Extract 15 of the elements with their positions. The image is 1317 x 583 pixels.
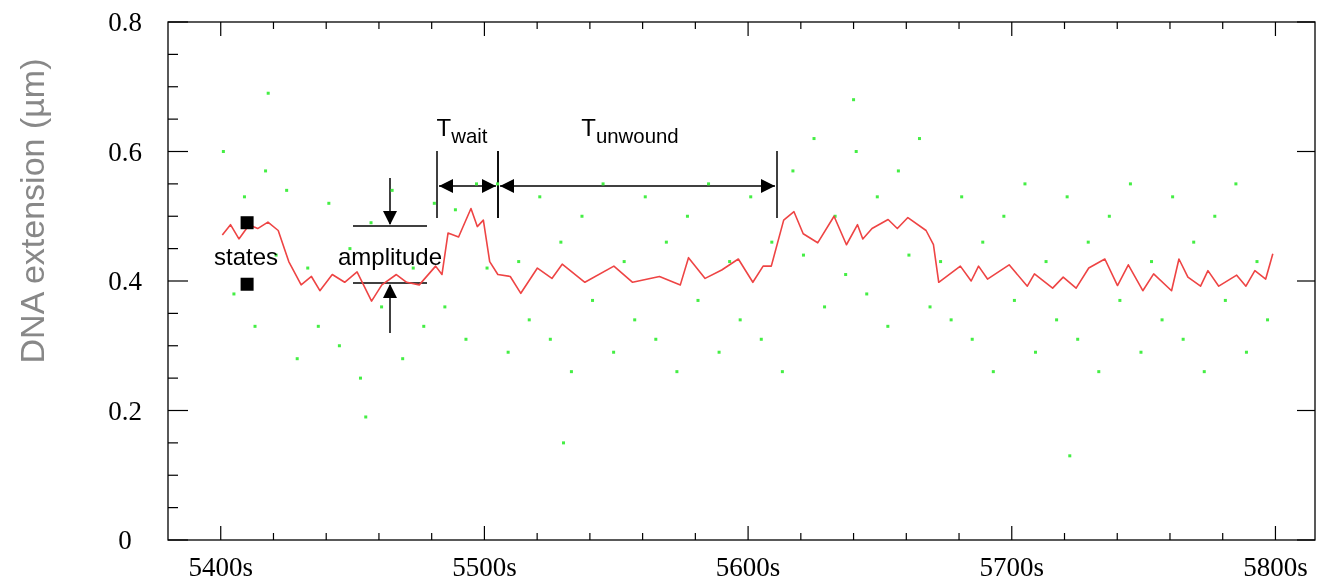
- y-tick-label: 0.4: [108, 266, 143, 296]
- annotation: T$_{wait}$: [436, 114, 488, 147]
- y-axis-title: DNA extension (µm): [13, 58, 51, 364]
- y-tick-label: 0.2: [108, 395, 142, 426]
- x-tick-label: 5700s: [979, 552, 1045, 582]
- y-tick-label: 0: [118, 525, 132, 555]
- annotation: states: [213, 243, 279, 270]
- x-tick-label: 5400s: [188, 552, 253, 582]
- y-tick-label: 0.8: [108, 7, 142, 37]
- x-tick-label: 5500s: [452, 552, 517, 582]
- annotation: T$_{unwound}$: [581, 114, 679, 147]
- x-tick-label: 5600s: [715, 552, 781, 582]
- annotation: amplitude: [337, 243, 443, 270]
- y-tick-label: 0.6: [108, 136, 142, 167]
- x-tick-label: 5800s: [1243, 552, 1308, 582]
